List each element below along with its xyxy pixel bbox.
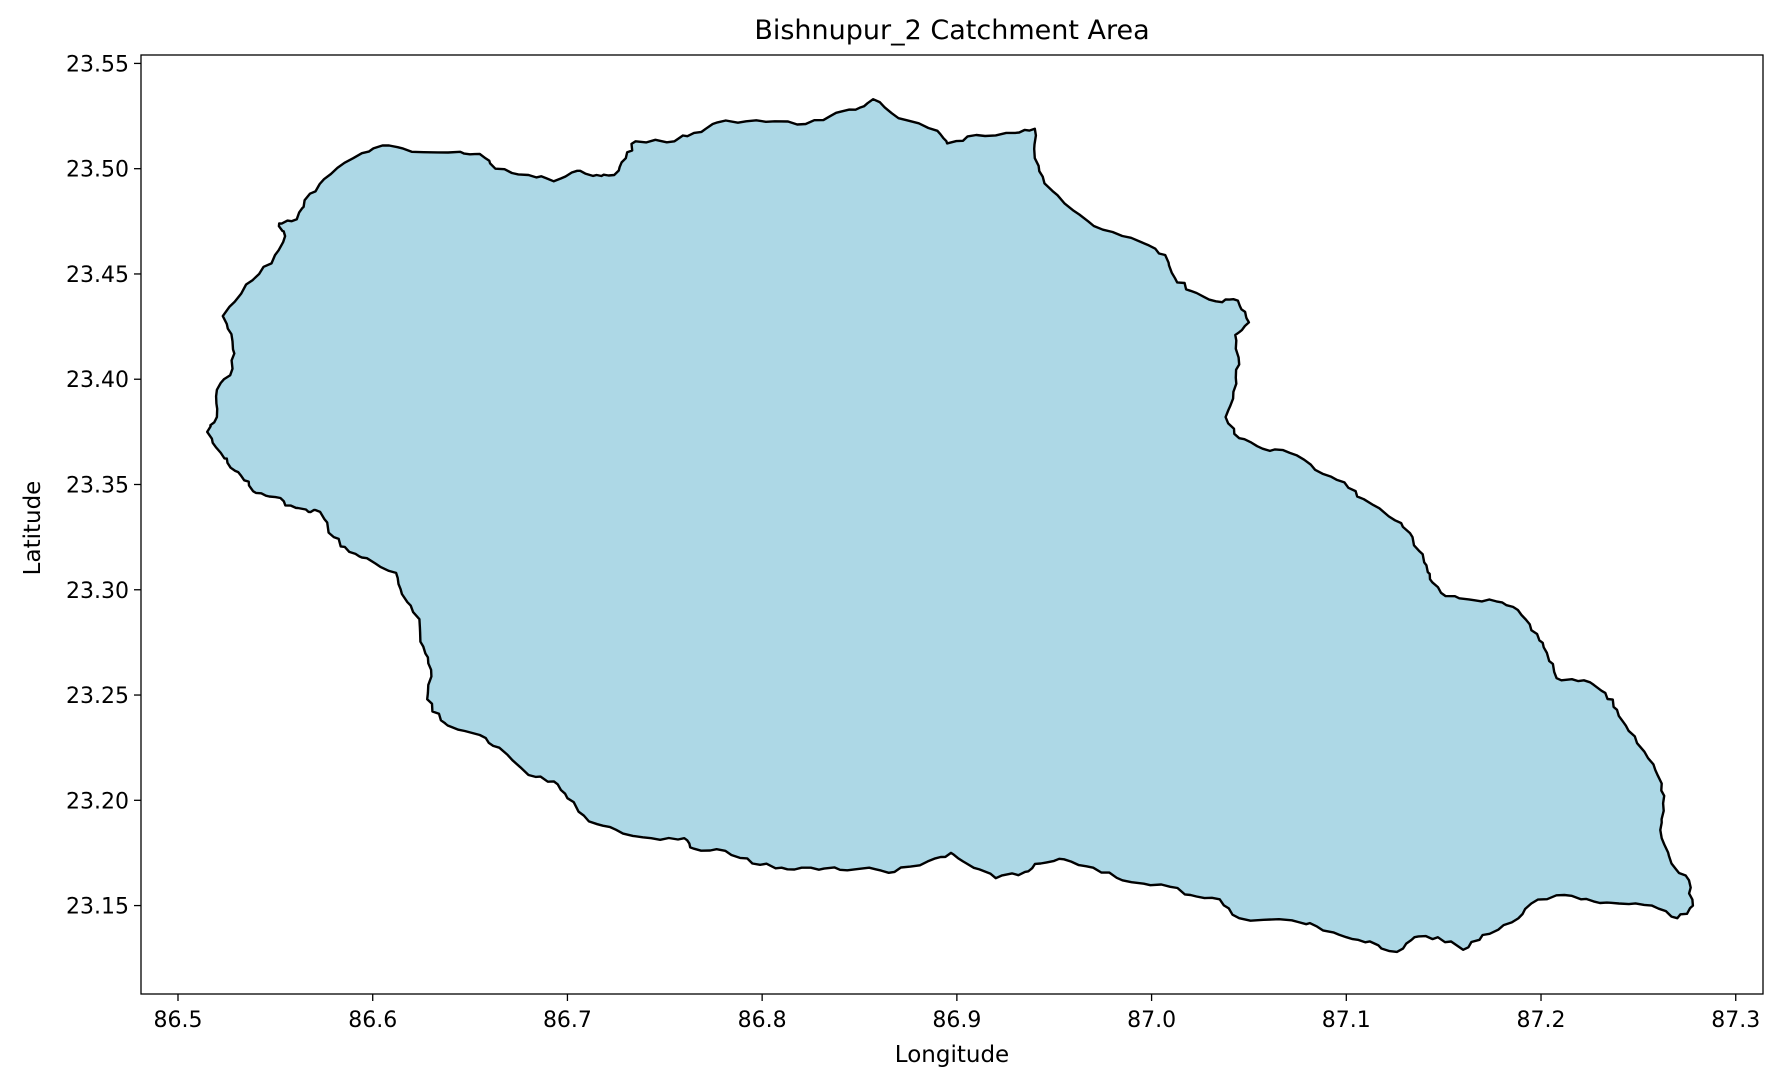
y-tick-label: 23.20 <box>66 789 129 814</box>
x-tick-label: 87.1 <box>1322 1008 1371 1033</box>
y-tick-label: 23.15 <box>66 895 129 920</box>
plot-area <box>140 54 1764 995</box>
x-tick-label: 86.6 <box>348 1008 397 1033</box>
x-tick-label: 86.8 <box>738 1008 787 1033</box>
x-axis-label: Longitude <box>895 1042 1009 1068</box>
y-axis-label: Latitude <box>20 481 46 576</box>
chart-title: Bishnupur_2 Catchment Area <box>754 15 1149 46</box>
x-tick-label: 86.9 <box>932 1008 981 1033</box>
y-tick-label: 23.35 <box>66 473 129 498</box>
y-tick-label: 23.50 <box>66 158 129 183</box>
x-tick-label: 87.0 <box>1127 1008 1176 1033</box>
y-tick-label: 23.30 <box>66 579 129 604</box>
y-tick-label: 23.55 <box>66 52 129 77</box>
x-tick-label: 86.7 <box>543 1008 592 1033</box>
y-tick-label: 23.25 <box>66 684 129 709</box>
axes-frame <box>140 54 1764 995</box>
x-tick-label: 86.5 <box>154 1008 203 1033</box>
x-axis-ticks: 86.5 86.6 86.7 86.8 86.9 87.0 87.1 87.2 87.3 <box>154 994 1760 1033</box>
x-tick-label: 87.3 <box>1711 1008 1760 1033</box>
x-tick-label: 87.2 <box>1517 1008 1566 1033</box>
y-tick-label: 23.45 <box>66 263 129 288</box>
catchment-polygon <box>206 98 1695 954</box>
y-tick-label: 23.40 <box>66 368 129 393</box>
y-axis-ticks: 23.15 23.20 23.25 23.30 23.35 23.40 23.45 23.50… <box>66 52 141 920</box>
